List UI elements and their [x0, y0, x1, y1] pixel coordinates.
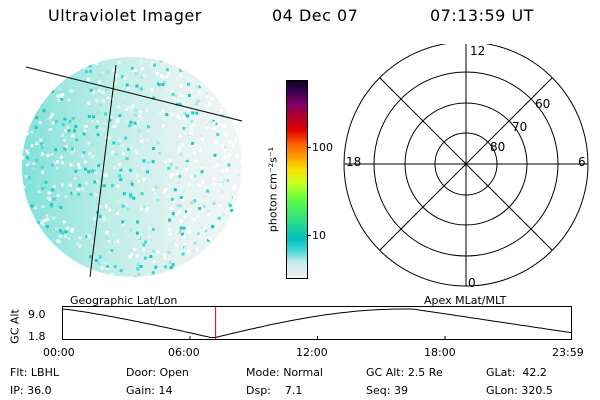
info-flt: Flt: LBHL	[10, 366, 59, 379]
mlat-label-70: 70	[512, 120, 528, 134]
time-label: 07:13:59 UT	[430, 6, 534, 25]
info-glat: GLat: 42.2	[486, 366, 547, 379]
gc-alt-axis-label: GC Alt	[8, 309, 22, 344]
instrument-title: Ultraviolet Imager	[48, 6, 202, 25]
info-gain: Gain: 14	[126, 384, 173, 397]
info-mode: Mode: Normal	[246, 366, 323, 379]
polar-diagonal-2	[379, 77, 553, 251]
time-tick-12: 12:00	[296, 346, 328, 359]
time-tick-06: 06:00	[168, 346, 200, 359]
time-tick-2359: 23:59	[552, 346, 584, 359]
auroral-image-disc	[22, 57, 243, 278]
altitude-plot-frame	[62, 306, 572, 340]
colorbar-tick-100: 100	[312, 141, 333, 154]
colorbar-tickmark-100	[307, 147, 311, 148]
mlt-label-6: 6	[578, 155, 586, 169]
info-glon: GLon: 320.5	[486, 384, 553, 397]
colorbar	[286, 80, 308, 279]
mlt-label-12: 12	[470, 44, 486, 58]
geo-latitude-line	[25, 66, 243, 122]
geo-longitude-line	[89, 64, 117, 278]
colorbar-tick-10: 10	[312, 229, 326, 242]
time-tick-00: 00:00	[43, 346, 75, 359]
mlt-label-18: 18	[346, 155, 362, 169]
time-tick-18: 18:00	[424, 346, 456, 359]
date-label: 04 Dec 07	[272, 6, 359, 25]
colorbar-unit-label: photon cm⁻²s⁻¹	[266, 146, 280, 233]
altitude-orbit-plot	[62, 306, 573, 340]
colorbar-tickmark-10	[307, 235, 311, 236]
altitude-curve	[62, 308, 573, 338]
mlat-label-80: 80	[490, 140, 506, 154]
polar-mlat-mlt-plot	[343, 44, 589, 287]
info-door: Door: Open	[126, 366, 189, 379]
mlt-label-0: 0	[468, 276, 476, 290]
info-seq: Seq: 39	[366, 384, 408, 397]
info-gc-alt: GC Alt: 2.5 Re	[366, 366, 443, 379]
time-tick-marks	[62, 336, 572, 340]
mlat-label-60: 60	[535, 97, 551, 111]
info-dsp: Dsp: 7.1	[246, 384, 303, 397]
info-ip: IP: 36.0	[10, 384, 52, 397]
alt-tick-high: 9.0	[28, 308, 46, 321]
alt-tick-low: 1.8	[28, 330, 46, 343]
apex-title: Apex MLat/MLT	[424, 294, 507, 307]
geographic-title: Geographic Lat/Lon	[70, 294, 178, 307]
